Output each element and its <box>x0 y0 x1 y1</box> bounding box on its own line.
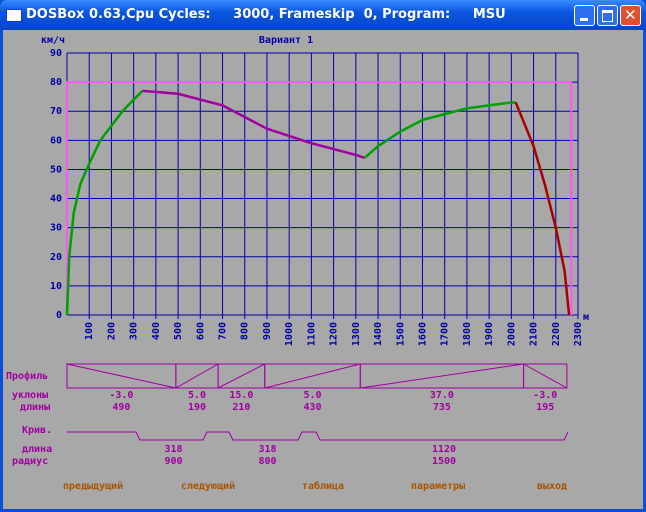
menu-item[interactable]: выход <box>537 481 567 492</box>
lengths-label: длины <box>20 402 50 413</box>
x-tick-label: 700 <box>218 322 229 340</box>
x-tick-label: 1100 <box>306 322 317 346</box>
slope-value: 15.0 <box>229 390 253 401</box>
length-value: 430 <box>303 402 321 413</box>
menu-item[interactable]: предыдущий <box>63 480 123 492</box>
x-tick-label: 2200 <box>551 322 562 346</box>
profile-slope <box>66 363 176 389</box>
y-tick-label: 10 <box>50 281 62 292</box>
profile-label: Профиль <box>6 370 48 382</box>
profile-slope <box>264 363 361 389</box>
window-title: DOSBox 0.63,Cpu Cycles: 3000, Frameskip … <box>26 7 506 22</box>
profile-slope <box>360 363 524 389</box>
slope-value: -3.0 <box>533 390 557 401</box>
speed-line <box>66 81 573 315</box>
curve-length: 318 <box>258 444 276 455</box>
y-tick-label: 20 <box>50 252 62 263</box>
slope-value: 5.0 <box>303 390 321 401</box>
curve-length: 318 <box>164 444 182 455</box>
x-tick-label: 1900 <box>484 322 495 346</box>
y-tick-label: 30 <box>50 223 62 234</box>
speed-line <box>142 89 366 159</box>
profile-slope <box>175 363 219 389</box>
curve-radius: 900 <box>164 456 182 467</box>
curve-radius: 1500 <box>432 456 456 467</box>
close-button[interactable]: ✕ <box>620 5 641 26</box>
menu-item[interactable]: параметры <box>411 481 465 492</box>
y-tick-label: 50 <box>50 164 62 175</box>
y-tick-label: 70 <box>50 106 62 117</box>
title-bar: DOSBox 0.63,Cpu Cycles: 3000, Frameskip … <box>0 0 646 30</box>
x-tick-label: 1600 <box>417 322 428 346</box>
x-tick-label: 2300 <box>573 322 584 346</box>
length-value: 195 <box>536 402 554 413</box>
y-tick-label: 80 <box>50 77 62 88</box>
chart-title: Вариант 1 <box>259 35 313 46</box>
minimize-button[interactable] <box>574 5 595 26</box>
speed-line <box>514 102 571 316</box>
speed-line <box>65 89 144 316</box>
slope-value: 37.0 <box>430 390 454 401</box>
length-value: 735 <box>433 402 451 413</box>
profile-slope <box>523 363 568 389</box>
x-tick-label: 1200 <box>329 322 340 346</box>
x-tick-label: 1000 <box>284 322 295 346</box>
x-tick-label: 400 <box>151 322 162 340</box>
y-axis-label: км/ч <box>41 35 65 46</box>
x-tick-label: 1400 <box>373 322 384 346</box>
curve-radius-label: радиус <box>12 456 48 467</box>
slope-value: -3.0 <box>109 390 133 401</box>
profile-slope <box>217 363 265 389</box>
x-tick-label: 1500 <box>395 322 406 346</box>
curve-radius: 800 <box>258 456 276 467</box>
menu-item[interactable]: следующий <box>181 480 235 492</box>
curves-label: Крив. <box>22 425 52 436</box>
x-tick-label: 2000 <box>506 322 517 346</box>
y-tick-label: 0 <box>56 310 62 321</box>
y-tick-label: 40 <box>50 194 62 205</box>
x-tick-label: 1300 <box>351 322 362 346</box>
x-tick-label: 1700 <box>440 322 451 346</box>
speed-line <box>363 101 516 159</box>
y-tick-label: 90 <box>50 48 62 59</box>
length-value: 190 <box>188 402 206 413</box>
app-icon <box>6 9 22 22</box>
x-tick-label: 1800 <box>462 322 473 346</box>
length-value: 490 <box>112 402 130 413</box>
slope-value: 5.0 <box>188 390 206 401</box>
slopes-label: уклоны <box>12 390 48 401</box>
x-tick-label: 600 <box>195 322 206 340</box>
x-tick-label: 500 <box>173 322 184 340</box>
x-tick-label: 800 <box>240 322 251 340</box>
x-tick-label: 100 <box>84 322 95 340</box>
length-value: 210 <box>232 402 250 413</box>
x-axis-label: м <box>583 312 589 323</box>
x-tick-label: 200 <box>106 322 117 340</box>
curve-length: 1120 <box>432 444 456 455</box>
curve-length-label: длина <box>22 444 52 455</box>
menu-item[interactable]: таблица <box>302 480 344 492</box>
profile-segment <box>523 363 568 389</box>
dos-screen: км/ч Вариант 1 м Профиль уклоны длины Кр… <box>3 30 643 509</box>
x-tick-label: 300 <box>129 322 140 340</box>
x-tick-label: 2100 <box>529 322 540 346</box>
x-tick-label: 900 <box>262 322 273 340</box>
y-tick-label: 60 <box>50 135 62 146</box>
maximize-button[interactable] <box>597 5 618 26</box>
curves-line <box>67 431 569 441</box>
